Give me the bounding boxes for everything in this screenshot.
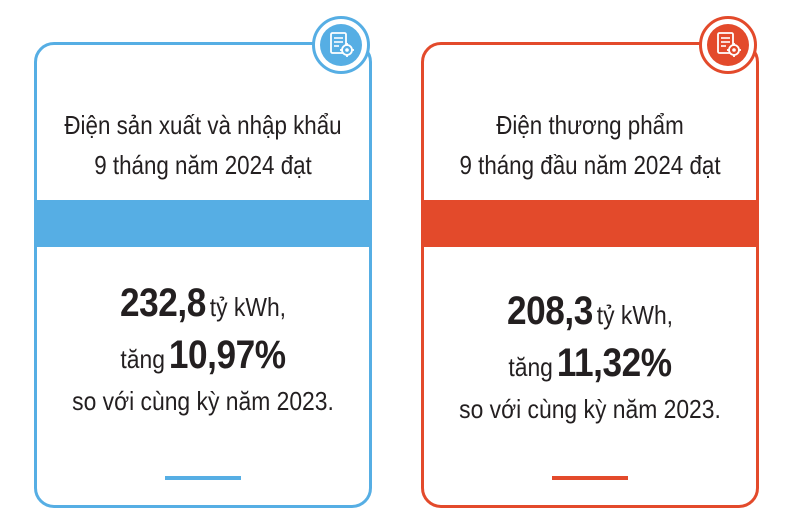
card-badge xyxy=(312,16,370,74)
value-unit: tỷ kWh, xyxy=(209,292,287,322)
header-line-1: Điện thương phẩm xyxy=(496,110,684,140)
card-badge xyxy=(699,16,757,74)
bottom-rule xyxy=(165,476,241,480)
document-gear-icon xyxy=(717,32,741,57)
document-gear-icon xyxy=(330,32,354,57)
increase-prefix: tăng xyxy=(120,344,165,374)
color-band xyxy=(421,200,759,247)
value-number: 232,8 xyxy=(119,281,206,325)
value-number: 208,3 xyxy=(506,289,593,333)
color-band xyxy=(34,200,372,247)
card-body: 208,3 tỷ kWh, tăng 11,32% so với cùng kỳ… xyxy=(444,285,736,429)
value-unit: tỷ kWh, xyxy=(596,300,674,330)
header-line-1: Điện sản xuất và nhập khẩu xyxy=(64,110,342,140)
bottom-rule xyxy=(552,476,628,480)
header-line-2: 9 tháng năm 2024 đạt xyxy=(94,150,312,180)
increase-value: 11,32% xyxy=(556,341,672,385)
comparison-text: so với cùng kỳ năm 2023. xyxy=(72,386,334,416)
card-badge-circle xyxy=(707,24,749,66)
card-badge-circle xyxy=(320,24,362,66)
commercial-electricity-card: Điện thương phẩm 9 tháng đầu năm 2024 đạ… xyxy=(421,16,759,508)
card-header: Điện sản xuất và nhập khẩu 9 tháng năm 2… xyxy=(60,105,346,185)
comparison-text: so với cùng kỳ năm 2023. xyxy=(459,394,721,424)
card-body: 232,8 tỷ kWh, tăng 10,97% so với cùng kỳ… xyxy=(57,277,349,421)
increase-prefix: tăng xyxy=(508,352,553,382)
increase-value: 10,97% xyxy=(168,333,286,377)
header-line-2: 9 tháng đầu năm 2024 đạt xyxy=(459,150,721,180)
card-header: Điện thương phẩm 9 tháng đầu năm 2024 đạ… xyxy=(447,105,733,185)
production-import-card: Điện sản xuất và nhập khẩu 9 tháng năm 2… xyxy=(34,16,372,508)
